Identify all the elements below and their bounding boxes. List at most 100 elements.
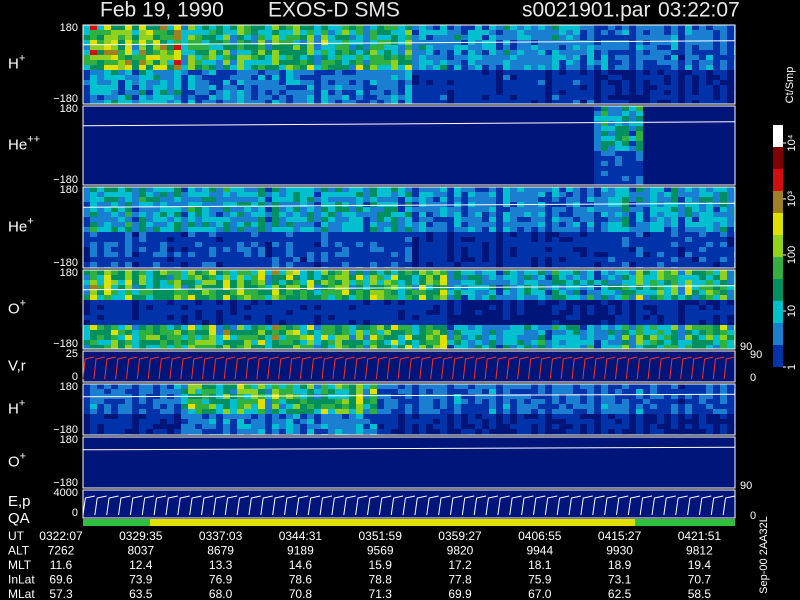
spectrogram-cell: [622, 305, 629, 310]
spectrogram-cell: [111, 222, 118, 227]
spectrogram-cell: [475, 262, 482, 267]
spectrogram-cell: [342, 404, 349, 409]
spectrogram-cell: [685, 295, 692, 300]
spectrogram-cell: [258, 419, 265, 424]
spectrogram-cell: [293, 222, 300, 227]
spectrogram-cell: [174, 270, 181, 275]
spectrogram-cell: [314, 340, 321, 345]
spectrogram-cell: [363, 424, 370, 429]
spectrogram-cell: [279, 424, 286, 429]
spectrogram-cell: [531, 60, 538, 65]
spectrogram-cell: [650, 100, 657, 104]
spectrogram-cell: [258, 399, 265, 404]
spectrogram-cell: [104, 429, 111, 434]
spectrogram-cell: [622, 275, 629, 280]
spectrogram-cell: [685, 90, 692, 95]
spectrogram-cell: [349, 300, 356, 305]
spectrogram-cell: [286, 192, 293, 197]
spectrogram-cell: [174, 257, 181, 262]
spectrogram-cell: [685, 232, 692, 237]
spectrogram-cell: [356, 90, 363, 95]
spectrogram-cell: [188, 270, 195, 275]
spectrogram-cell: [160, 330, 167, 335]
spectrogram-cell: [398, 247, 405, 252]
spectrogram-cell: [118, 257, 125, 262]
spectrogram-cell: [293, 80, 300, 85]
spectrogram-cell: [363, 315, 370, 320]
spectrogram-cell: [251, 399, 258, 404]
spectrogram-cell: [83, 40, 90, 45]
spectrogram-cell: [601, 237, 608, 242]
spectrogram-cell: [538, 340, 545, 345]
spectrogram-cell: [405, 80, 412, 85]
spectrogram-cell: [335, 242, 342, 247]
spectrogram-cell: [202, 192, 209, 197]
spectrogram-cell: [118, 192, 125, 197]
spectrogram-cell: [531, 247, 538, 252]
spectrogram-cell: [587, 280, 594, 285]
spectrogram-cell: [636, 65, 643, 70]
spectrogram-cell: [209, 85, 216, 90]
axis-top-label: 180: [60, 103, 78, 115]
spectrogram-cell: [111, 100, 118, 104]
spectrogram-cell: [104, 30, 111, 35]
spectrogram-cell: [699, 315, 706, 320]
spectrogram-cell: [153, 55, 160, 60]
spectrogram-cell: [307, 384, 314, 389]
spectrogram-cell: [349, 310, 356, 315]
spectrogram-cell: [118, 45, 125, 50]
spectrogram-cell: [482, 75, 489, 80]
spectrogram-cell: [447, 187, 454, 192]
spectrogram-cell: [671, 45, 678, 50]
spectrogram-cell: [405, 25, 412, 30]
spectrogram-cell: [160, 45, 167, 50]
spectrogram-cell: [678, 285, 685, 290]
spectrogram-cell: [713, 252, 720, 257]
spectrogram-cell: [118, 65, 125, 70]
spectrogram-cell: [167, 90, 174, 95]
spectrogram-cell: [699, 60, 706, 65]
spectrogram-cell: [517, 45, 524, 50]
spectrogram-cell: [167, 55, 174, 60]
spectrogram-cell: [307, 252, 314, 257]
spectrogram-cell: [419, 409, 426, 414]
spectrogram-cell: [440, 80, 447, 85]
spectrogram-cell: [153, 315, 160, 320]
spectrogram-cell: [636, 85, 643, 90]
panel-frame: [82, 269, 736, 350]
spectrogram-cell: [111, 55, 118, 60]
spectrogram-cell: [622, 295, 629, 300]
spectrogram-cell: [230, 280, 237, 285]
spectrogram-cell: [503, 409, 510, 414]
spectrogram-cell: [160, 202, 167, 207]
spectrogram-cell: [237, 424, 244, 429]
spectrogram-cell: [90, 70, 97, 75]
spectrogram-cell: [265, 75, 272, 80]
spectrogram-cell: [356, 315, 363, 320]
spectrogram-cell: [664, 345, 671, 349]
spectrogram-cell: [391, 55, 398, 60]
spectrogram-cell: [125, 95, 132, 100]
spectrogram-cell: [258, 340, 265, 345]
spectrogram-cell: [223, 85, 230, 90]
spectrogram-cell: [622, 212, 629, 217]
spectrogram-cell: [608, 90, 615, 95]
spectrogram-cell: [601, 285, 608, 290]
spectrogram-cell: [601, 45, 608, 50]
spectrogram-cell: [692, 192, 699, 197]
spectrogram-cell: [104, 305, 111, 310]
spectrogram-cell: [349, 419, 356, 424]
spectrogram-cell: [447, 45, 454, 50]
spectrogram-cell: [608, 275, 615, 280]
spectrogram-cell: [321, 280, 328, 285]
spectrogram-cell: [566, 25, 573, 30]
panel-label-superscript: +: [19, 397, 25, 409]
spectrogram-cell: [615, 187, 622, 192]
spectrogram-cell: [188, 330, 195, 335]
spectrogram-cell: [482, 192, 489, 197]
spectrogram-cell: [377, 345, 384, 349]
spectrogram-cell: [601, 232, 608, 237]
spectrogram-cell: [622, 217, 629, 222]
spectrogram-cell: [370, 227, 377, 232]
